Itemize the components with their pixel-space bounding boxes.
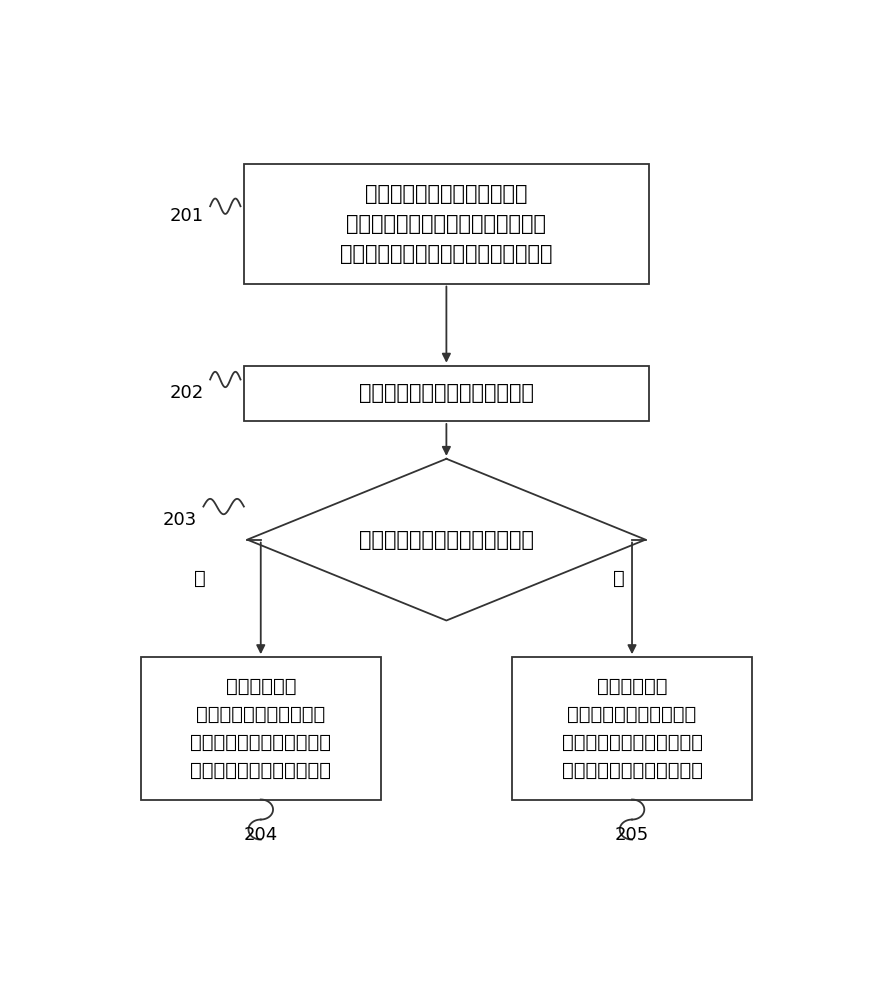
Text: 判断道路坡度是否小于坡度阈值: 判断道路坡度是否小于坡度阈值	[359, 530, 534, 550]
Text: 203: 203	[163, 511, 197, 529]
Text: 201: 201	[170, 207, 204, 225]
Text: 设置汽车在第一转向范围内的
第一速度和第二速度以及设置汽车在
第二转向范围内的第三速度和第四速度: 设置汽车在第一转向范围内的 第一速度和第二速度以及设置汽车在 第二转向范围内的第…	[341, 184, 552, 264]
Text: 控制汽车按照
第一转向范围内的第二速
度行驶或控制汽车按照第二
转向范围内的第四速度行驶: 控制汽车按照 第一转向范围内的第二速 度行驶或控制汽车按照第二 转向范围内的第四…	[562, 677, 703, 780]
Text: 204: 204	[244, 826, 278, 844]
Text: 采集方向盘的转向角和道路坡度: 采集方向盘的转向角和道路坡度	[359, 383, 534, 403]
Text: 202: 202	[169, 384, 204, 402]
Bar	[141, 657, 381, 800]
Text: 205: 205	[615, 826, 649, 844]
Text: 控制汽车按照
第一转向范围内的第一速
度行驶或控制汽车按照第二
转向范围内的第三速度行驶: 控制汽车按照 第一转向范围内的第一速 度行驶或控制汽车按照第二 转向范围内的第三…	[190, 677, 331, 780]
Text: 否: 否	[612, 569, 625, 588]
Bar	[244, 366, 649, 421]
Bar	[512, 657, 752, 800]
Bar	[244, 164, 649, 284]
Text: 是: 是	[194, 569, 206, 588]
